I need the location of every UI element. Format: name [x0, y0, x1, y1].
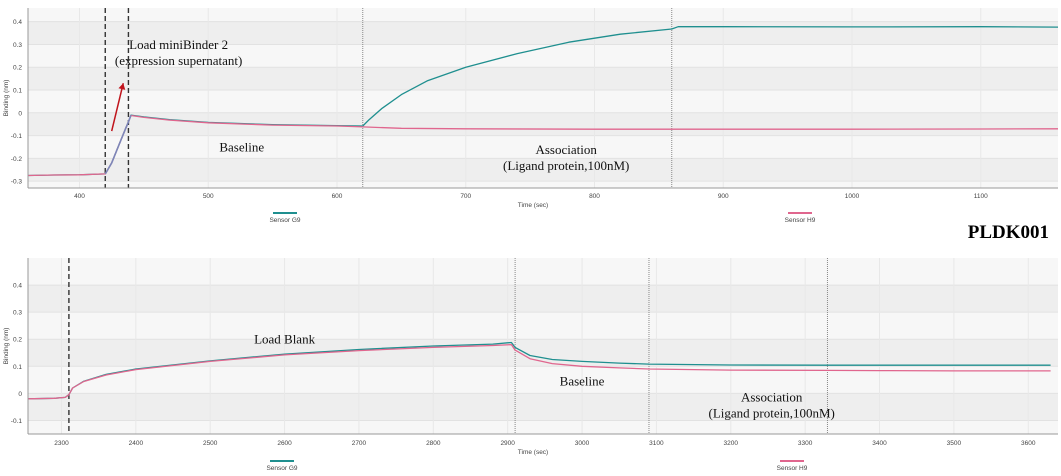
x-tick-label: 3100: [649, 440, 664, 447]
annotation-line: Association: [741, 390, 803, 405]
annotation-arrow: [110, 83, 125, 132]
x-tick-label: 1000: [845, 193, 860, 200]
annotation-line: (Ligand protein,100nM): [708, 406, 834, 421]
x-tick-label: 2600: [277, 440, 292, 447]
y-tick-label: 0.2: [13, 337, 22, 344]
y-tick-label: -0.3: [11, 179, 23, 186]
grid-band: [28, 158, 1058, 182]
x-tick-label: 2400: [129, 440, 144, 447]
y-tick-label: 0.3: [13, 310, 22, 317]
annotation-line: (Ligand protein,100nM): [503, 158, 629, 173]
y-tick-label: -0.1: [11, 418, 23, 425]
annotation-line: Baseline: [219, 140, 264, 155]
annotation-line: Baseline: [560, 373, 605, 388]
annotation-label: Baseline: [219, 140, 264, 155]
x-tick-label: 2300: [54, 440, 69, 447]
x-tick-label: 800: [589, 193, 600, 200]
y-tick-label: 0.1: [13, 364, 22, 371]
annotation-line: (expression supernatant): [115, 53, 242, 68]
grid-band: [28, 112, 1058, 136]
sample-label: PLDK001: [967, 222, 1049, 243]
y-tick-label: 0.2: [13, 65, 22, 72]
x-tick-label: 2700: [352, 440, 367, 447]
annotation-label: Load miniBinder 2 (expression supernatant…: [115, 37, 242, 68]
legend-label: Sensor G9: [266, 465, 297, 472]
x-tick-label: 3600: [1021, 440, 1036, 447]
annotation-label: Baseline: [560, 373, 605, 388]
y-tick-label: 0.4: [13, 19, 22, 26]
x-tick-label: 3400: [872, 440, 887, 447]
x-tick-label: 900: [718, 193, 729, 200]
y-tick-label: 0.4: [13, 283, 22, 290]
x-tick-label: 2900: [500, 440, 515, 447]
annotation-label: Association (Ligand protein,100nM): [503, 142, 629, 173]
x-tick-label: 2800: [426, 440, 441, 447]
annotation-line: Load Blank: [254, 331, 316, 346]
x-tick-label: 600: [332, 193, 343, 200]
annotation-line: Association: [535, 142, 597, 157]
y-tick-label: 0: [18, 391, 22, 398]
y-tick-label: 0.3: [13, 42, 22, 49]
x-tick-label: 3000: [575, 440, 590, 447]
y-tick-label: -0.2: [11, 156, 23, 163]
legend-label: Sensor H9: [777, 465, 808, 472]
series-line-sensor-h9: [27, 343, 1051, 400]
legend-label: Sensor G9: [269, 217, 300, 224]
x-tick-label: 700: [460, 193, 471, 200]
x-axis-label: Time (sec): [518, 202, 548, 209]
bottom-sensorgram-chart: -0.1 0 0.1 0.2 0.3 0.4 2300 2400 2500 2600 2700 280…: [3, 258, 1058, 472]
x-tick-label: 3300: [798, 440, 813, 447]
x-tick-label: 3500: [947, 440, 962, 447]
x-tick-label: 1100: [974, 193, 988, 200]
grid-band: [28, 285, 1058, 313]
arrow-head-icon: [118, 83, 126, 90]
x-tick-label: 2500: [203, 440, 218, 447]
annotation-label: Load Blank: [254, 331, 316, 346]
x-tick-label: 500: [203, 193, 214, 200]
y-tick-label: -0.1: [11, 133, 23, 140]
annotation-label: Association (Ligand protein,100nM): [708, 390, 834, 421]
x-tick-label: 3200: [724, 440, 739, 447]
y-tick-label: 0.1: [13, 88, 22, 95]
grid-band: [28, 393, 1058, 421]
annotation-line: Load miniBinder 2: [129, 37, 228, 52]
legend-label: Sensor H9: [785, 217, 816, 224]
y-axis-label: Binding (nm): [3, 328, 10, 365]
grid-band: [28, 67, 1058, 91]
panel-separator: [0, 230, 1061, 246]
y-axis-label: Binding (nm): [3, 80, 10, 117]
grid-band: [28, 339, 1058, 367]
top-sensorgram-chart: -0.3 -0.2 -0.1 0 0.1 0.2 0.3 0.4 400 500 600 700 800…: [3, 8, 1059, 224]
y-tick-label: 0: [18, 110, 22, 117]
x-axis-label: Time (sec): [518, 449, 548, 456]
x-tick-label: 400: [74, 193, 85, 200]
series-line-loading-segment: [104, 114, 132, 175]
